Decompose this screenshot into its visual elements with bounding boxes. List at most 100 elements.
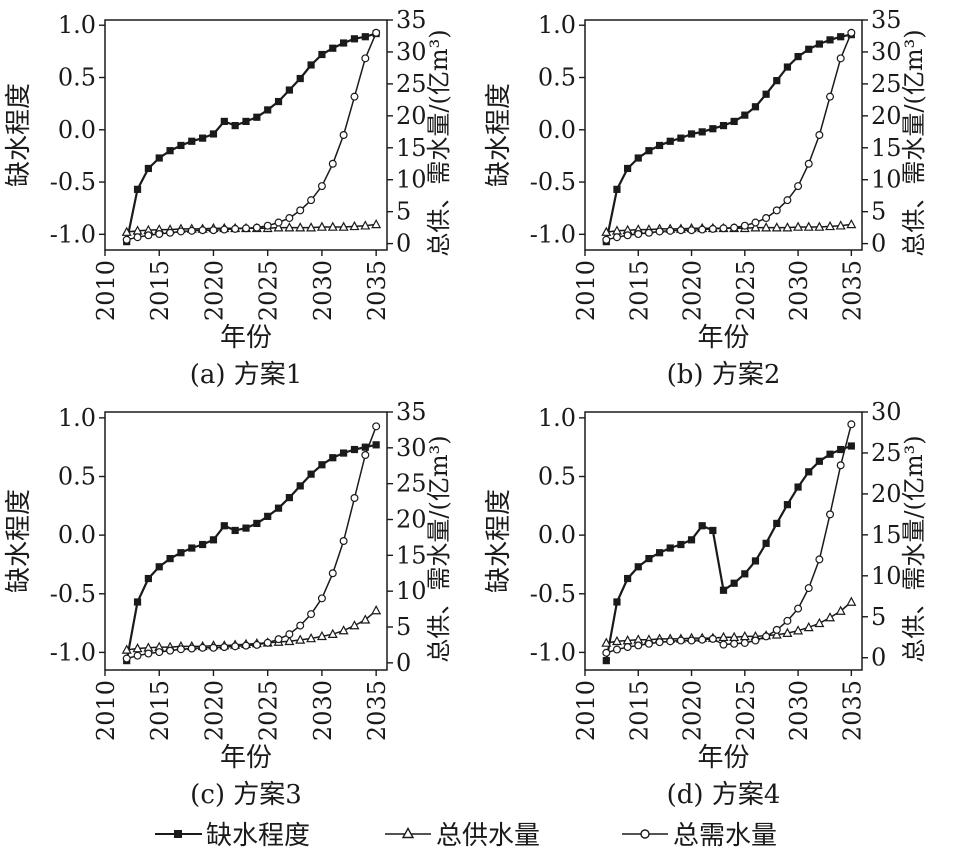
data-point [783, 63, 792, 71]
x-tick-label: 2025 [732, 680, 760, 741]
data-point [263, 638, 272, 647]
legend-item-0: 缺水程度 [155, 821, 310, 851]
series-1 [121, 605, 382, 654]
x-tick-label: 2010 [92, 680, 120, 741]
data-point [318, 461, 326, 469]
plot-frame [584, 411, 863, 671]
x-tick-label: 2030 [785, 260, 813, 321]
data-point [730, 579, 738, 587]
data-point [846, 596, 857, 606]
data-point [837, 33, 845, 41]
data-point [242, 117, 250, 126]
data-point [349, 220, 360, 231]
data-point [349, 620, 360, 630]
data-point [601, 226, 612, 236]
series-line [126, 609, 377, 651]
x-axis-label: 年份 [220, 743, 272, 773]
panel-caption: (a) 方案1 [190, 360, 303, 390]
data-point [350, 494, 359, 503]
data-point [264, 512, 272, 520]
y-left-tick-label: 1.0 [58, 11, 96, 39]
data-point [634, 641, 643, 650]
y-right-tick-label: 35 [396, 398, 427, 426]
data-point [773, 77, 781, 85]
series-2 [602, 28, 856, 244]
legend-item-1: 总供水量 [385, 821, 540, 851]
series-line [606, 32, 852, 241]
data-point [155, 230, 164, 239]
data-point [338, 221, 349, 231]
data-point [666, 137, 674, 145]
data-point [220, 643, 229, 652]
data-point [350, 35, 359, 43]
y-right-tick-label: 30 [871, 38, 902, 66]
data-point [687, 636, 696, 645]
data-point [122, 235, 131, 244]
x-tick-label: 2010 [572, 260, 600, 321]
y-right-tick-label: 20 [396, 506, 427, 534]
data-point [361, 33, 369, 41]
x-tick-label: 2015 [146, 260, 174, 321]
chart-panel-0: 2010 2015 2020 2025 2030 2035-1.0-0.50.00.51.… [4, 6, 453, 390]
y-left-tick-label: -0.5 [530, 168, 576, 196]
series-1 [601, 596, 857, 647]
data-point [340, 39, 348, 47]
series-line [605, 33, 852, 242]
data-point [284, 222, 295, 232]
data-point [655, 141, 664, 150]
series-line [126, 32, 377, 241]
data-point [209, 226, 218, 235]
data-point [144, 164, 152, 173]
data-point [836, 461, 845, 470]
data-point [306, 222, 317, 232]
data-point [613, 185, 621, 193]
data-point [826, 450, 834, 458]
data-point [198, 643, 207, 652]
data-point [340, 449, 348, 457]
data-point [837, 445, 845, 454]
data-point [176, 227, 185, 236]
data-point [231, 224, 240, 233]
data-point [825, 220, 836, 231]
data-point [231, 526, 239, 535]
square-filled-marker [174, 830, 182, 838]
data-point [645, 554, 653, 563]
data-point [677, 540, 685, 549]
panel-caption: (d) 方案4 [667, 780, 781, 810]
y-right-tick-label: 5 [396, 198, 411, 226]
data-point [360, 614, 371, 624]
x-tick-label: 2015 [146, 680, 174, 741]
data-point [751, 103, 760, 111]
data-point [708, 634, 717, 643]
data-point [316, 221, 327, 231]
data-point [655, 638, 664, 647]
data-point [285, 630, 294, 639]
data-point [709, 125, 717, 133]
x-tick-label: 2035 [838, 260, 866, 321]
series-0 [123, 441, 380, 665]
data-point [220, 522, 228, 530]
series-2 [122, 422, 381, 663]
data-point [783, 196, 792, 205]
data-point [318, 50, 326, 59]
y-right-tick-label: 10 [871, 166, 902, 194]
data-point [372, 28, 381, 37]
x-axis-label: 年份 [697, 743, 749, 773]
data-point [623, 643, 632, 652]
data-point [329, 454, 337, 462]
data-point [740, 638, 749, 647]
data-point [847, 420, 856, 429]
data-point [826, 510, 835, 519]
data-point [121, 226, 132, 236]
data-point [740, 221, 749, 230]
data-point [847, 442, 855, 450]
y-left-tick-label: -1.0 [50, 638, 96, 666]
data-point [613, 598, 621, 606]
data-point [220, 117, 228, 126]
y-right-axis-label: 总供、需水量/(亿m³) [425, 435, 453, 662]
data-point [285, 494, 293, 502]
data-point [666, 544, 674, 552]
y-right-tick-label: 10 [396, 577, 427, 605]
data-point [750, 222, 761, 232]
data-point [133, 598, 142, 606]
